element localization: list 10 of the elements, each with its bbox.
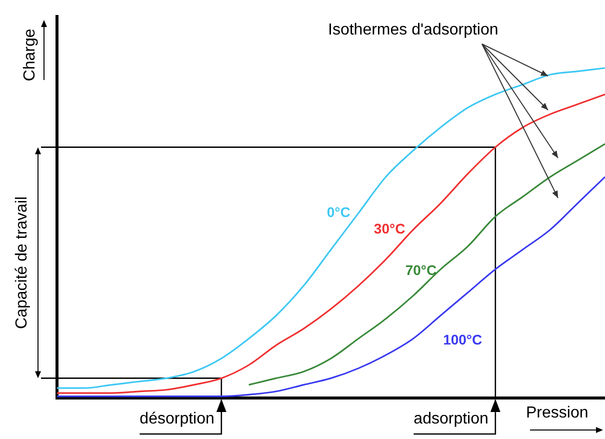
x-axis-title: Pression bbox=[526, 404, 588, 422]
series-label: 30°C bbox=[374, 220, 406, 237]
text: Isothermes d'adsorption bbox=[328, 21, 498, 38]
series-label: 0°C bbox=[326, 204, 350, 220]
text: désorption bbox=[140, 410, 214, 428]
y-axis-title: Charge bbox=[21, 28, 38, 82]
text: Capacité de travail bbox=[13, 196, 30, 329]
series-label: 100°C bbox=[443, 331, 482, 348]
text: adsorption bbox=[414, 410, 488, 428]
series-label: 70°C bbox=[405, 262, 437, 278]
